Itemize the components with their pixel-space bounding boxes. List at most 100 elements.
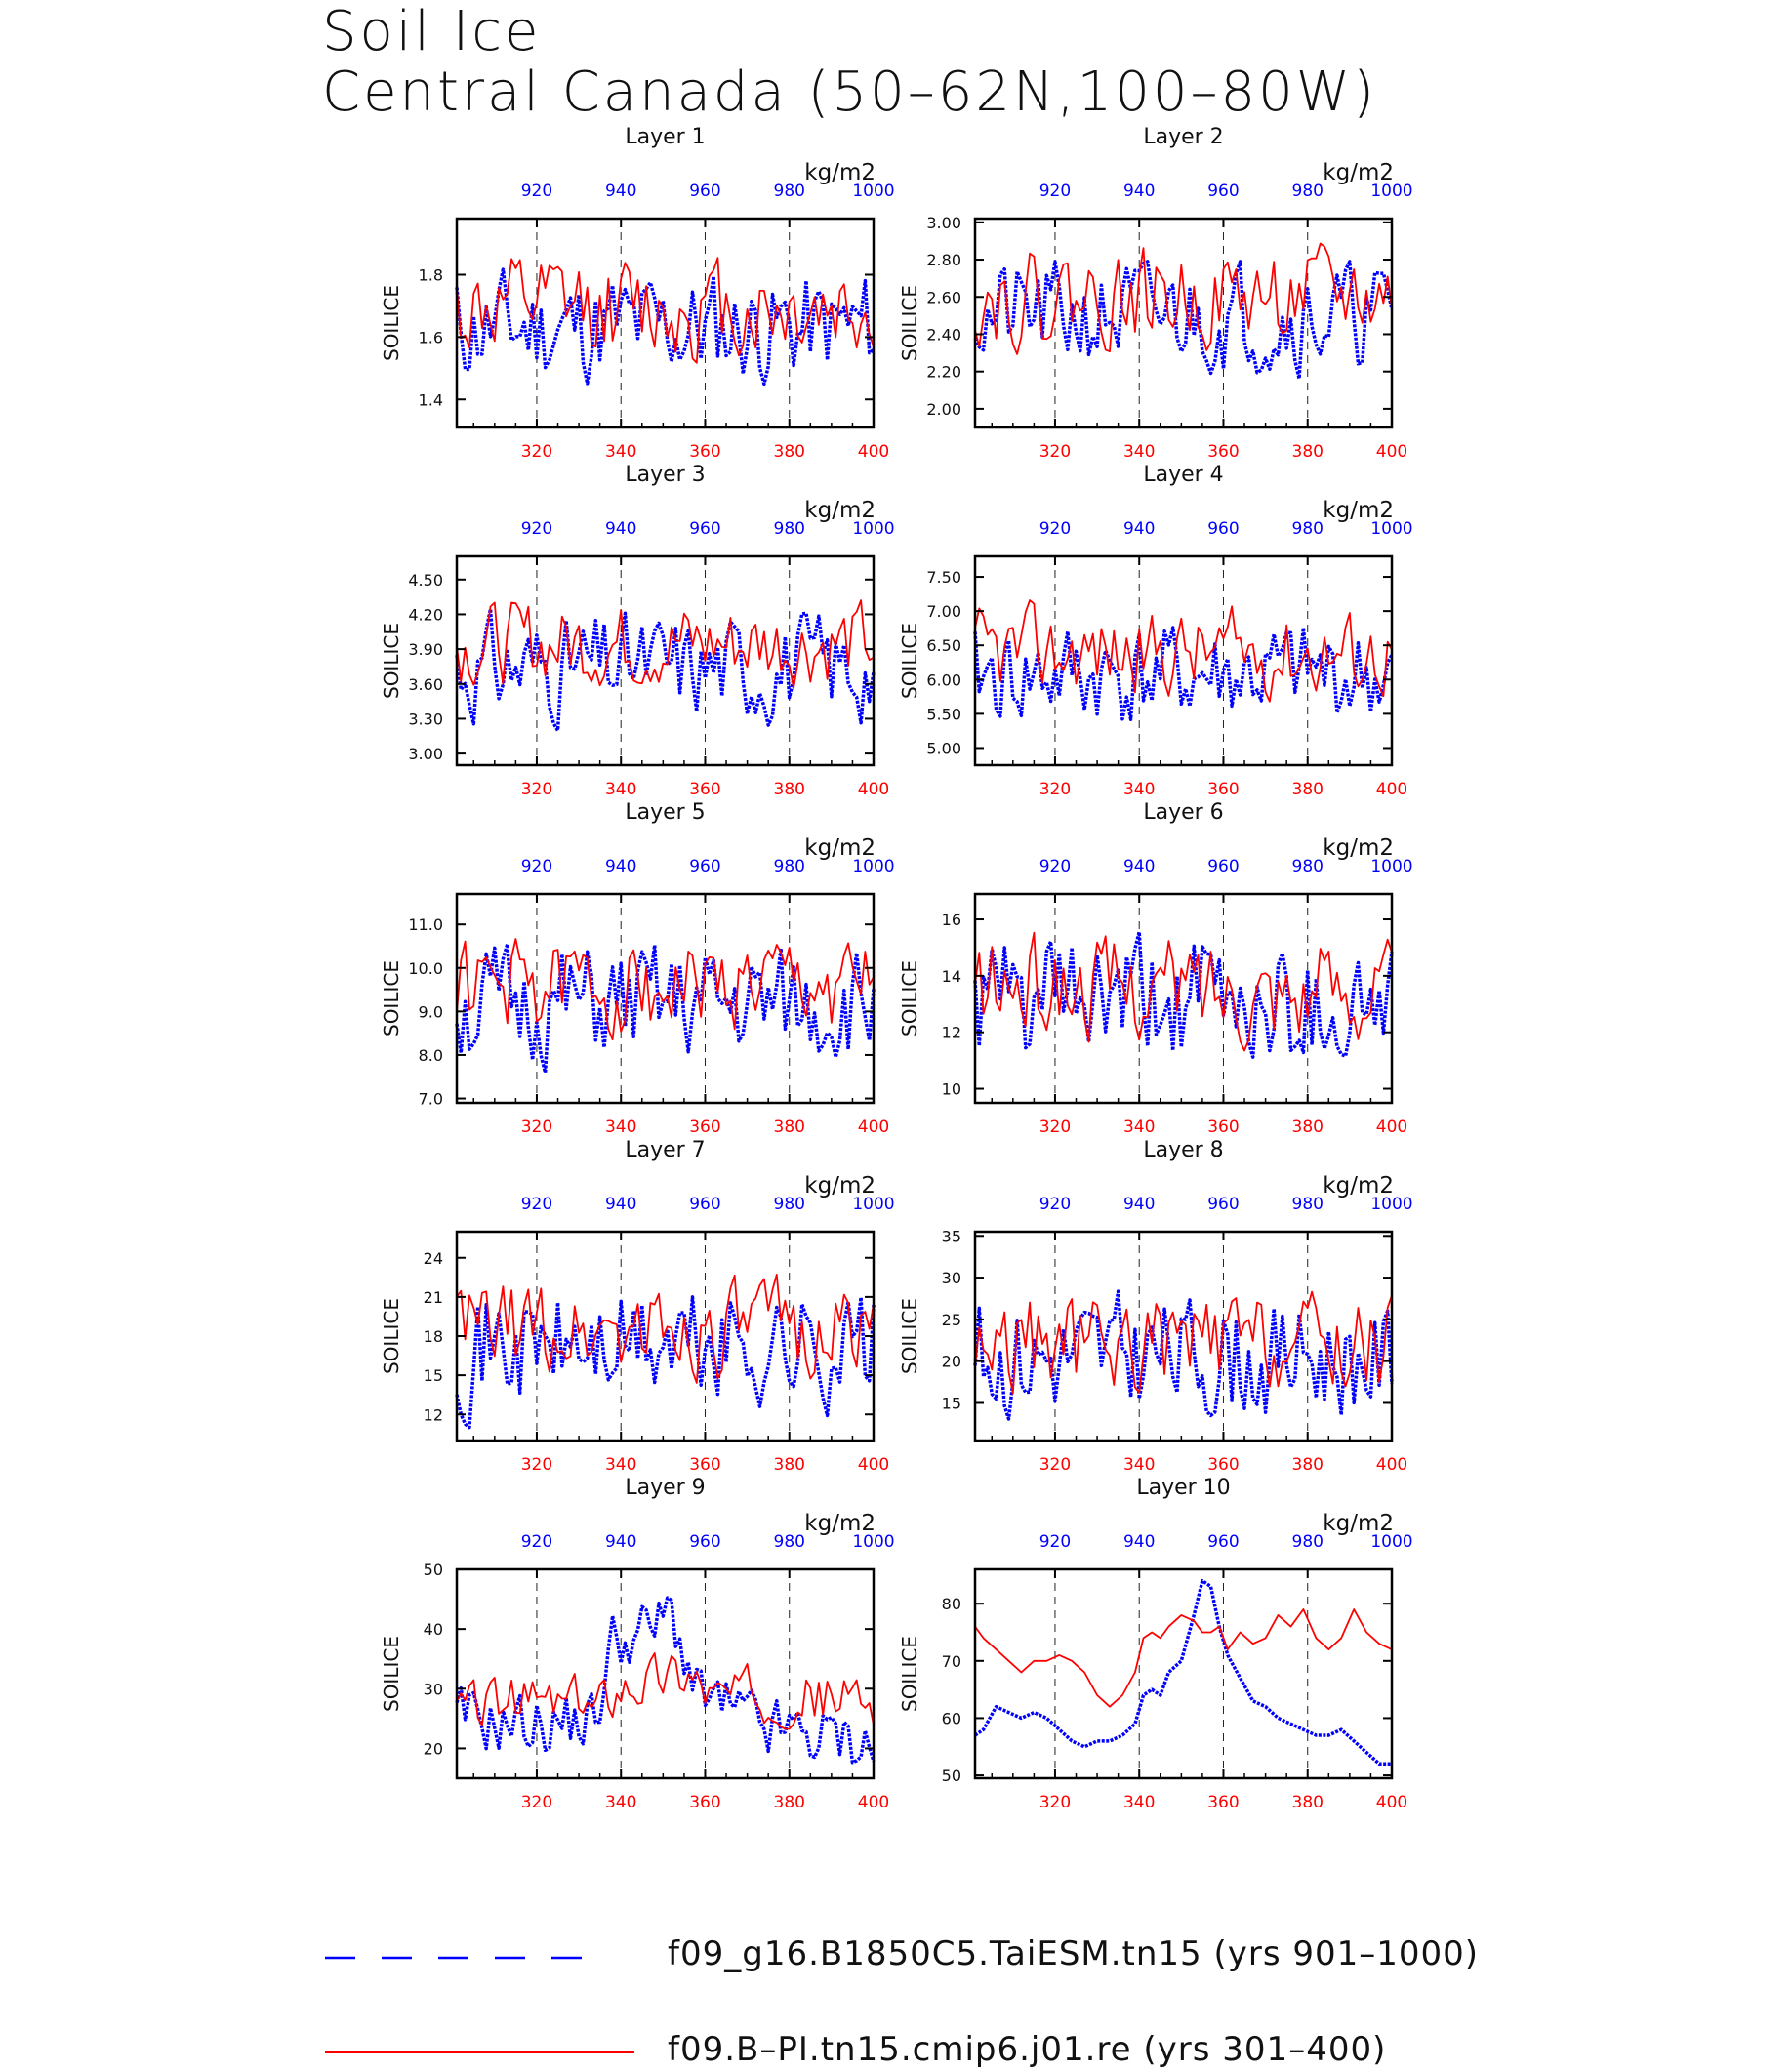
units-label: kg/m2 <box>804 1511 876 1536</box>
y-axis-label: SOILICE <box>380 623 403 699</box>
x-tick-label-bottom: 340 <box>605 1117 636 1137</box>
series-line-blue <box>974 1578 1392 1766</box>
figure-title-line1: Soil Ice <box>322 0 542 63</box>
y-tick-label: 80 <box>942 1595 961 1613</box>
y-tick-label: 1.6 <box>419 328 443 346</box>
x-tick-label-top: 960 <box>1207 857 1239 876</box>
units-label: kg/m2 <box>804 160 876 185</box>
y-tick-label: 2.80 <box>926 251 961 269</box>
units-label: kg/m2 <box>804 498 876 523</box>
x-tick-label-bottom: 400 <box>1376 1793 1407 1812</box>
x-tick-label-bottom: 380 <box>1292 442 1324 462</box>
series-line-red <box>456 1652 875 1730</box>
y-axis-label: SOILICE <box>380 1636 403 1712</box>
chart-panel-layer-3: Layer 3 kg/m2 SOILICE 320 340 360 380 400 920 940… <box>380 463 895 799</box>
y-tick-label: 5.50 <box>926 705 961 723</box>
panel-title: Layer 7 <box>625 1138 705 1162</box>
series-line-red <box>456 938 875 1040</box>
x-tick-label-bottom: 320 <box>521 1793 552 1812</box>
x-tick-label-bottom: 340 <box>605 780 636 799</box>
x-tick-label-top: 980 <box>1292 519 1324 539</box>
x-tick-label-top: 980 <box>774 519 805 539</box>
y-tick-label: 14 <box>942 967 961 986</box>
panel-title: Layer 4 <box>1143 463 1223 487</box>
y-axis-label: SOILICE <box>898 960 921 1036</box>
x-tick-label-top: 940 <box>605 1532 636 1552</box>
x-tick-label-top: 980 <box>1292 1195 1324 1214</box>
chart-panel-layer-6: Layer 6 kg/m2 SOILICE 320 340 360 380 400 920 940… <box>898 800 1413 1137</box>
y-tick-label: 9.0 <box>419 1002 443 1021</box>
x-tick-label-bottom: 400 <box>1376 1455 1407 1475</box>
y-tick-label: 2.60 <box>926 288 961 306</box>
x-tick-label-top: 980 <box>774 857 805 876</box>
x-tick-label-bottom: 380 <box>774 780 805 799</box>
x-tick-label-bottom: 320 <box>521 1117 552 1137</box>
x-tick-label-top: 1000 <box>852 1195 894 1214</box>
units-label: kg/m2 <box>1323 498 1394 523</box>
series-line-blue <box>455 607 876 733</box>
x-tick-label-top: 1000 <box>1370 519 1412 539</box>
x-tick-label-bottom: 400 <box>858 442 889 462</box>
x-tick-label-top: 920 <box>1039 1532 1071 1552</box>
x-tick-label-bottom: 360 <box>1207 1455 1239 1475</box>
y-tick-label: 3.60 <box>408 675 443 694</box>
x-tick-label-top: 940 <box>605 857 636 876</box>
plot-frame <box>455 217 876 429</box>
x-tick-label-bottom: 380 <box>1292 1117 1324 1137</box>
x-tick-label-top: 1000 <box>852 857 894 876</box>
x-tick-label-bottom: 380 <box>774 1793 805 1812</box>
y-tick-label: 7.0 <box>419 1090 443 1109</box>
x-tick-label-top: 1000 <box>1370 1532 1412 1552</box>
series-line-red <box>974 599 1393 703</box>
y-tick-label: 7.00 <box>926 602 961 621</box>
plot-frame <box>973 1230 1394 1442</box>
plot-frame <box>973 892 1394 1105</box>
x-tick-label-bottom: 380 <box>1292 1455 1324 1475</box>
y-tick-label: 12 <box>942 1024 961 1042</box>
x-tick-label-bottom: 320 <box>521 780 552 799</box>
units-label: kg/m2 <box>804 1173 876 1198</box>
y-tick-label: 21 <box>424 1288 443 1307</box>
series-line-red <box>456 257 875 364</box>
x-tick-label-bottom: 320 <box>1039 1793 1071 1812</box>
x-tick-label-bottom: 400 <box>1376 1117 1407 1137</box>
series-line-red <box>974 1290 1393 1395</box>
x-tick-label-bottom: 340 <box>1123 442 1155 462</box>
series-line-blue <box>973 1289 1394 1421</box>
y-tick-label: 3.30 <box>408 710 443 728</box>
legend-label-red: f09.B–PI.tn15.cmip6.j01.re (yrs 301–400) <box>668 2030 1387 2069</box>
x-tick-label-bottom: 360 <box>1207 442 1239 462</box>
x-tick-label-top: 1000 <box>852 1532 894 1552</box>
y-tick-label: 60 <box>942 1709 961 1727</box>
x-tick-label-top: 980 <box>774 1195 805 1214</box>
y-tick-label: 10 <box>942 1080 961 1099</box>
x-tick-label-bottom: 320 <box>521 442 552 462</box>
x-tick-label-bottom: 380 <box>774 1455 805 1475</box>
y-tick-label: 20 <box>424 1739 443 1758</box>
x-tick-label-bottom: 340 <box>1123 1793 1155 1812</box>
units-label: kg/m2 <box>1323 1173 1394 1198</box>
y-tick-label: 3.90 <box>408 640 443 659</box>
x-tick-label-bottom: 340 <box>605 1793 636 1812</box>
plot-frame <box>455 892 876 1105</box>
x-tick-label-top: 920 <box>1039 519 1071 539</box>
x-tick-label-top: 920 <box>1039 1195 1071 1214</box>
plot-frame <box>455 554 876 767</box>
x-tick-label-top: 960 <box>689 519 720 539</box>
series-line-blue <box>455 1295 876 1430</box>
plot-frame <box>973 217 1394 429</box>
units-label: kg/m2 <box>804 835 876 861</box>
y-axis-label: SOILICE <box>898 285 921 361</box>
y-tick-label: 4.50 <box>408 571 443 589</box>
y-tick-label: 15 <box>424 1366 443 1385</box>
panel-title: Layer 8 <box>1143 1138 1223 1162</box>
series-line-red <box>974 931 1393 1052</box>
y-tick-label: 11.0 <box>408 915 443 934</box>
y-tick-label: 50 <box>424 1561 443 1579</box>
x-tick-label-top: 960 <box>689 182 720 201</box>
units-label: kg/m2 <box>1323 835 1394 861</box>
panel-title: Layer 3 <box>625 463 705 487</box>
x-tick-label-bottom: 320 <box>1039 780 1071 799</box>
y-tick-label: 1.4 <box>419 390 443 409</box>
series-line-red <box>456 599 875 689</box>
